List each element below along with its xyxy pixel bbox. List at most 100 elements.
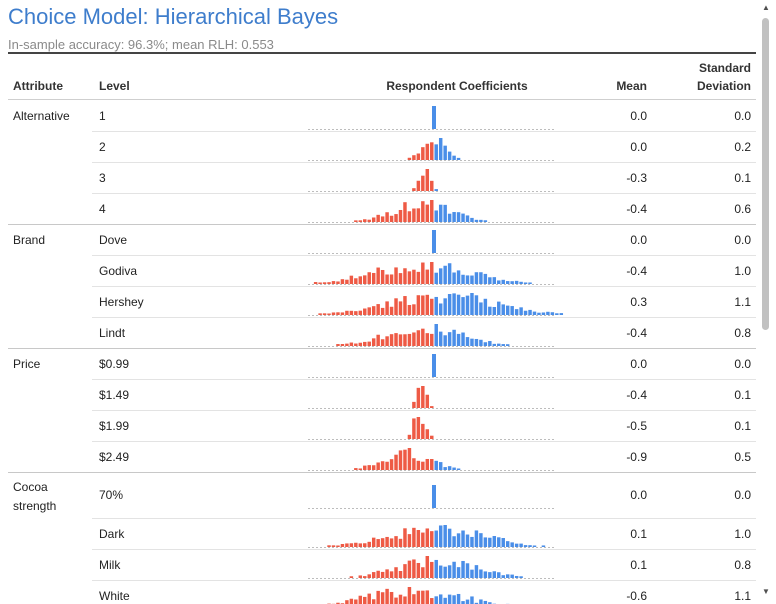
histogram-bar xyxy=(380,461,385,470)
header-divider xyxy=(8,99,756,100)
histogram-bar xyxy=(425,143,430,160)
histogram-bar xyxy=(336,602,340,604)
histogram-bar xyxy=(452,293,456,315)
histogram-bar xyxy=(425,429,430,439)
histogram-bar xyxy=(358,276,363,284)
histogram-bar xyxy=(358,543,363,547)
histogram-bar xyxy=(501,344,505,346)
page-subtitle: In-sample accuracy: 96.3%; mean RLH: 0.5… xyxy=(8,37,274,52)
level-label: $2.49 xyxy=(99,450,130,464)
row-divider xyxy=(92,410,756,411)
histogram-bar xyxy=(340,312,345,315)
histogram-bar xyxy=(345,279,349,284)
histogram-bar xyxy=(465,295,470,315)
histogram-bar xyxy=(443,597,447,604)
histogram-bar xyxy=(474,530,479,547)
histogram-bar xyxy=(461,332,465,346)
histogram-bar xyxy=(367,574,371,578)
histogram-bar xyxy=(434,460,438,470)
histogram-bar xyxy=(461,213,465,222)
histogram-bar xyxy=(313,282,318,284)
histogram-bar xyxy=(354,220,358,222)
histogram-bar xyxy=(376,304,380,315)
scrollbar-thumb[interactable] xyxy=(762,18,769,330)
histogram-bar xyxy=(385,569,389,578)
coefficient-histogram xyxy=(308,556,554,579)
coefficient-histogram xyxy=(308,230,554,254)
histogram-bar xyxy=(336,545,340,547)
histogram-bar xyxy=(416,417,421,439)
coefficient-histogram xyxy=(308,417,554,440)
histogram-bar xyxy=(528,545,532,547)
histogram-bar xyxy=(340,543,345,547)
histogram-bar xyxy=(514,309,519,315)
histogram-bar xyxy=(479,302,483,315)
histogram-bar xyxy=(345,310,349,315)
histogram-bar xyxy=(385,301,389,315)
histogram-bar xyxy=(363,596,367,604)
histogram-bar xyxy=(438,594,443,604)
histogram-bar xyxy=(474,219,479,222)
histogram-bar xyxy=(421,386,425,408)
histogram-bar xyxy=(412,527,416,547)
histogram-bar xyxy=(394,214,398,222)
histogram-bar xyxy=(340,343,345,346)
histogram-bar xyxy=(430,298,434,315)
histogram-bar xyxy=(367,593,371,604)
histogram-bar xyxy=(456,333,461,346)
histogram-bar xyxy=(363,576,367,578)
histogram-bar xyxy=(456,468,461,470)
histogram-bar xyxy=(416,330,421,346)
histogram-bar xyxy=(371,338,376,346)
histogram-bar xyxy=(430,598,434,604)
histogram-bar xyxy=(430,459,434,470)
coefficient-histogram xyxy=(308,448,554,471)
scroll-down-icon[interactable]: ▼ xyxy=(762,587,770,596)
histogram-bar xyxy=(456,593,461,604)
header-coefficients: Respondent Coefficients xyxy=(386,79,528,93)
histogram-bar xyxy=(421,201,425,222)
histogram-bar xyxy=(492,277,497,284)
attribute-divider xyxy=(8,348,756,349)
histogram-bar xyxy=(394,333,398,346)
histogram-bar xyxy=(358,220,363,222)
row-divider xyxy=(92,193,756,194)
histogram-bar xyxy=(407,534,412,547)
histogram-bar xyxy=(438,565,443,578)
histogram-bar xyxy=(421,532,425,547)
histogram-bar xyxy=(501,575,505,578)
histogram-bar xyxy=(483,600,488,604)
histogram-bar xyxy=(432,354,436,377)
histogram-bar xyxy=(474,565,479,578)
histogram-bar xyxy=(479,272,483,284)
histogram-bar xyxy=(438,331,443,346)
histogram-bar xyxy=(327,282,331,284)
histogram-bar xyxy=(354,468,358,470)
histogram-bar xyxy=(465,563,470,578)
histogram-bar xyxy=(367,272,371,284)
histogram-bar xyxy=(345,543,349,547)
histogram-bar xyxy=(523,545,528,547)
row-divider xyxy=(92,286,756,287)
histogram-bar xyxy=(461,530,465,547)
coefficient-histogram xyxy=(308,354,554,378)
histogram-bar xyxy=(358,595,363,604)
histogram-bar xyxy=(412,401,416,408)
histogram-bar xyxy=(443,335,447,346)
histogram-bar xyxy=(434,296,438,315)
coefficient-histogram xyxy=(308,169,554,192)
mean-value: 0.0 xyxy=(630,488,647,502)
histogram-bar xyxy=(461,297,465,315)
histogram-bar xyxy=(474,295,479,315)
header-sd-line2: Deviation xyxy=(696,79,751,93)
histogram-bar xyxy=(430,200,434,222)
histogram-bar xyxy=(470,536,474,547)
scroll-up-icon[interactable]: ▲ xyxy=(762,3,770,12)
histogram-bar xyxy=(394,267,398,284)
histogram-bar xyxy=(354,343,358,346)
header-sd-line1: Standard xyxy=(698,61,751,75)
histogram-bar xyxy=(470,569,474,578)
sd-value: 0.0 xyxy=(734,233,751,247)
level-label: White xyxy=(99,589,130,603)
coefficient-histogram xyxy=(308,106,554,130)
